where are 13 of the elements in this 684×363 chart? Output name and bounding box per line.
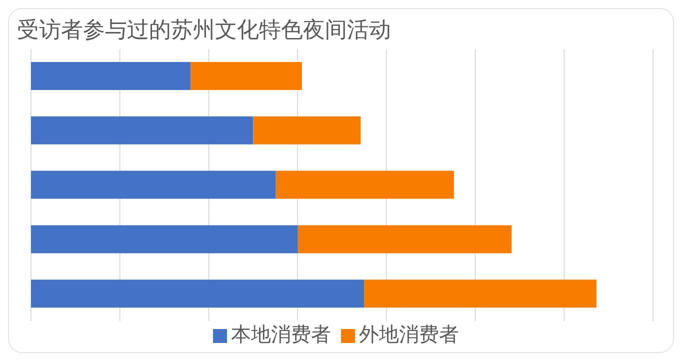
bar: [364, 280, 596, 308]
legend-label: 外地消费者: [359, 322, 459, 346]
bar: [31, 170, 276, 199]
bar: [298, 225, 512, 254]
chart-title: 受访者参与过的苏州文化特色夜间活动: [17, 17, 391, 45]
bar: [31, 280, 364, 308]
bar: [31, 116, 254, 144]
bar: [31, 225, 298, 254]
bar: [190, 62, 302, 90]
legend-label: 本地消费者: [231, 322, 331, 346]
bar: [276, 170, 454, 199]
bar: [31, 62, 190, 90]
bar: [253, 116, 361, 144]
